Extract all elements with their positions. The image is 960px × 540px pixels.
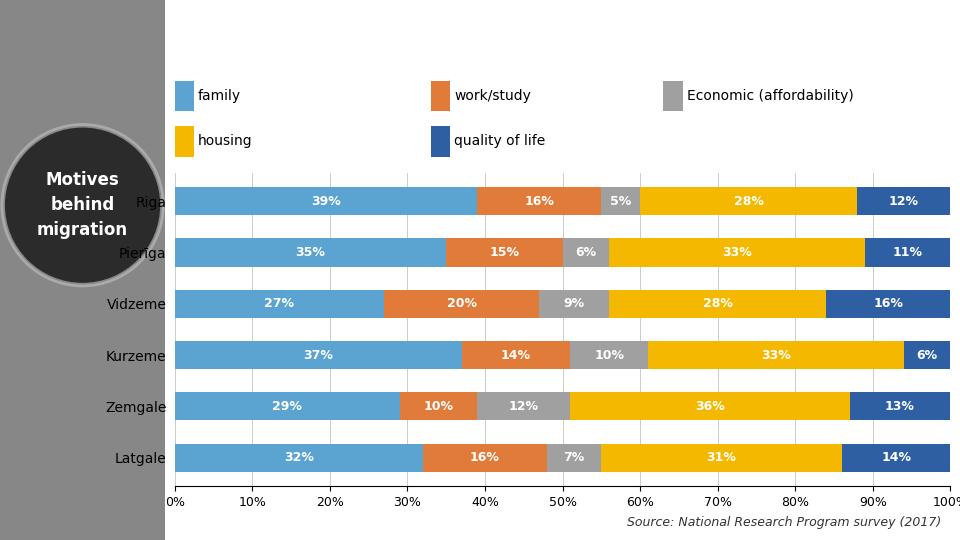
Bar	[384, 289, 540, 318]
Bar	[399, 392, 477, 421]
Text: 39%: 39%	[311, 194, 341, 208]
Text: 5%: 5%	[611, 194, 632, 208]
Text: 28%: 28%	[703, 297, 732, 310]
Bar	[175, 341, 462, 369]
Text: 20%: 20%	[446, 297, 477, 310]
Text: 6%: 6%	[575, 246, 596, 259]
Text: 12%: 12%	[509, 400, 539, 413]
Text: Source: National Research Program survey (2017): Source: National Research Program survey…	[627, 516, 941, 529]
Text: 29%: 29%	[273, 400, 302, 413]
Bar	[857, 187, 950, 215]
FancyBboxPatch shape	[175, 81, 194, 111]
Text: 28%: 28%	[733, 194, 763, 208]
FancyBboxPatch shape	[175, 126, 194, 157]
Bar	[175, 289, 384, 318]
FancyBboxPatch shape	[663, 81, 683, 111]
Bar	[175, 392, 399, 421]
Bar	[648, 341, 904, 369]
Bar	[547, 443, 601, 472]
Bar	[609, 238, 865, 267]
Text: Economic (affordability): Economic (affordability)	[686, 89, 853, 103]
Ellipse shape	[5, 127, 160, 283]
Text: 14%: 14%	[881, 451, 911, 464]
Bar	[563, 238, 609, 267]
Bar	[842, 443, 950, 472]
Text: 10%: 10%	[423, 400, 453, 413]
Bar	[540, 289, 609, 318]
Text: 14%: 14%	[501, 348, 531, 362]
Text: 16%: 16%	[524, 194, 554, 208]
Bar	[477, 392, 570, 421]
Bar	[175, 238, 446, 267]
Text: 27%: 27%	[264, 297, 295, 310]
Text: 16%: 16%	[874, 297, 903, 310]
Text: 36%: 36%	[695, 400, 725, 413]
Bar	[570, 392, 850, 421]
Text: 10%: 10%	[594, 348, 624, 362]
Bar	[850, 392, 950, 421]
Text: 33%: 33%	[722, 246, 752, 259]
Text: 15%: 15%	[490, 246, 519, 259]
Bar	[175, 187, 477, 215]
FancyBboxPatch shape	[431, 126, 450, 157]
Bar	[175, 443, 423, 472]
Text: family: family	[198, 89, 241, 103]
FancyBboxPatch shape	[431, 81, 450, 111]
Bar	[601, 187, 640, 215]
Text: work/study: work/study	[454, 89, 531, 103]
Text: 6%: 6%	[917, 348, 938, 362]
Text: 7%: 7%	[564, 451, 585, 464]
Bar	[423, 443, 547, 472]
Text: 16%: 16%	[470, 451, 500, 464]
Text: 37%: 37%	[303, 348, 333, 362]
Text: 9%: 9%	[564, 297, 585, 310]
Text: 11%: 11%	[893, 246, 923, 259]
Bar	[827, 289, 950, 318]
Bar	[865, 238, 950, 267]
Bar	[462, 341, 570, 369]
Bar	[609, 289, 827, 318]
Bar	[601, 443, 842, 472]
Text: quality of life: quality of life	[454, 134, 545, 149]
Text: 12%: 12%	[889, 194, 919, 208]
Text: 32%: 32%	[284, 451, 314, 464]
Text: 31%: 31%	[707, 451, 736, 464]
Text: 35%: 35%	[296, 246, 325, 259]
Text: 33%: 33%	[761, 348, 791, 362]
Bar	[904, 341, 950, 369]
Bar	[446, 238, 563, 267]
Text: 13%: 13%	[885, 400, 915, 413]
Bar	[477, 187, 601, 215]
Text: housing: housing	[198, 134, 252, 149]
Bar	[640, 187, 857, 215]
Bar	[570, 341, 648, 369]
Text: Motives
behind
migration: Motives behind migration	[37, 171, 128, 239]
